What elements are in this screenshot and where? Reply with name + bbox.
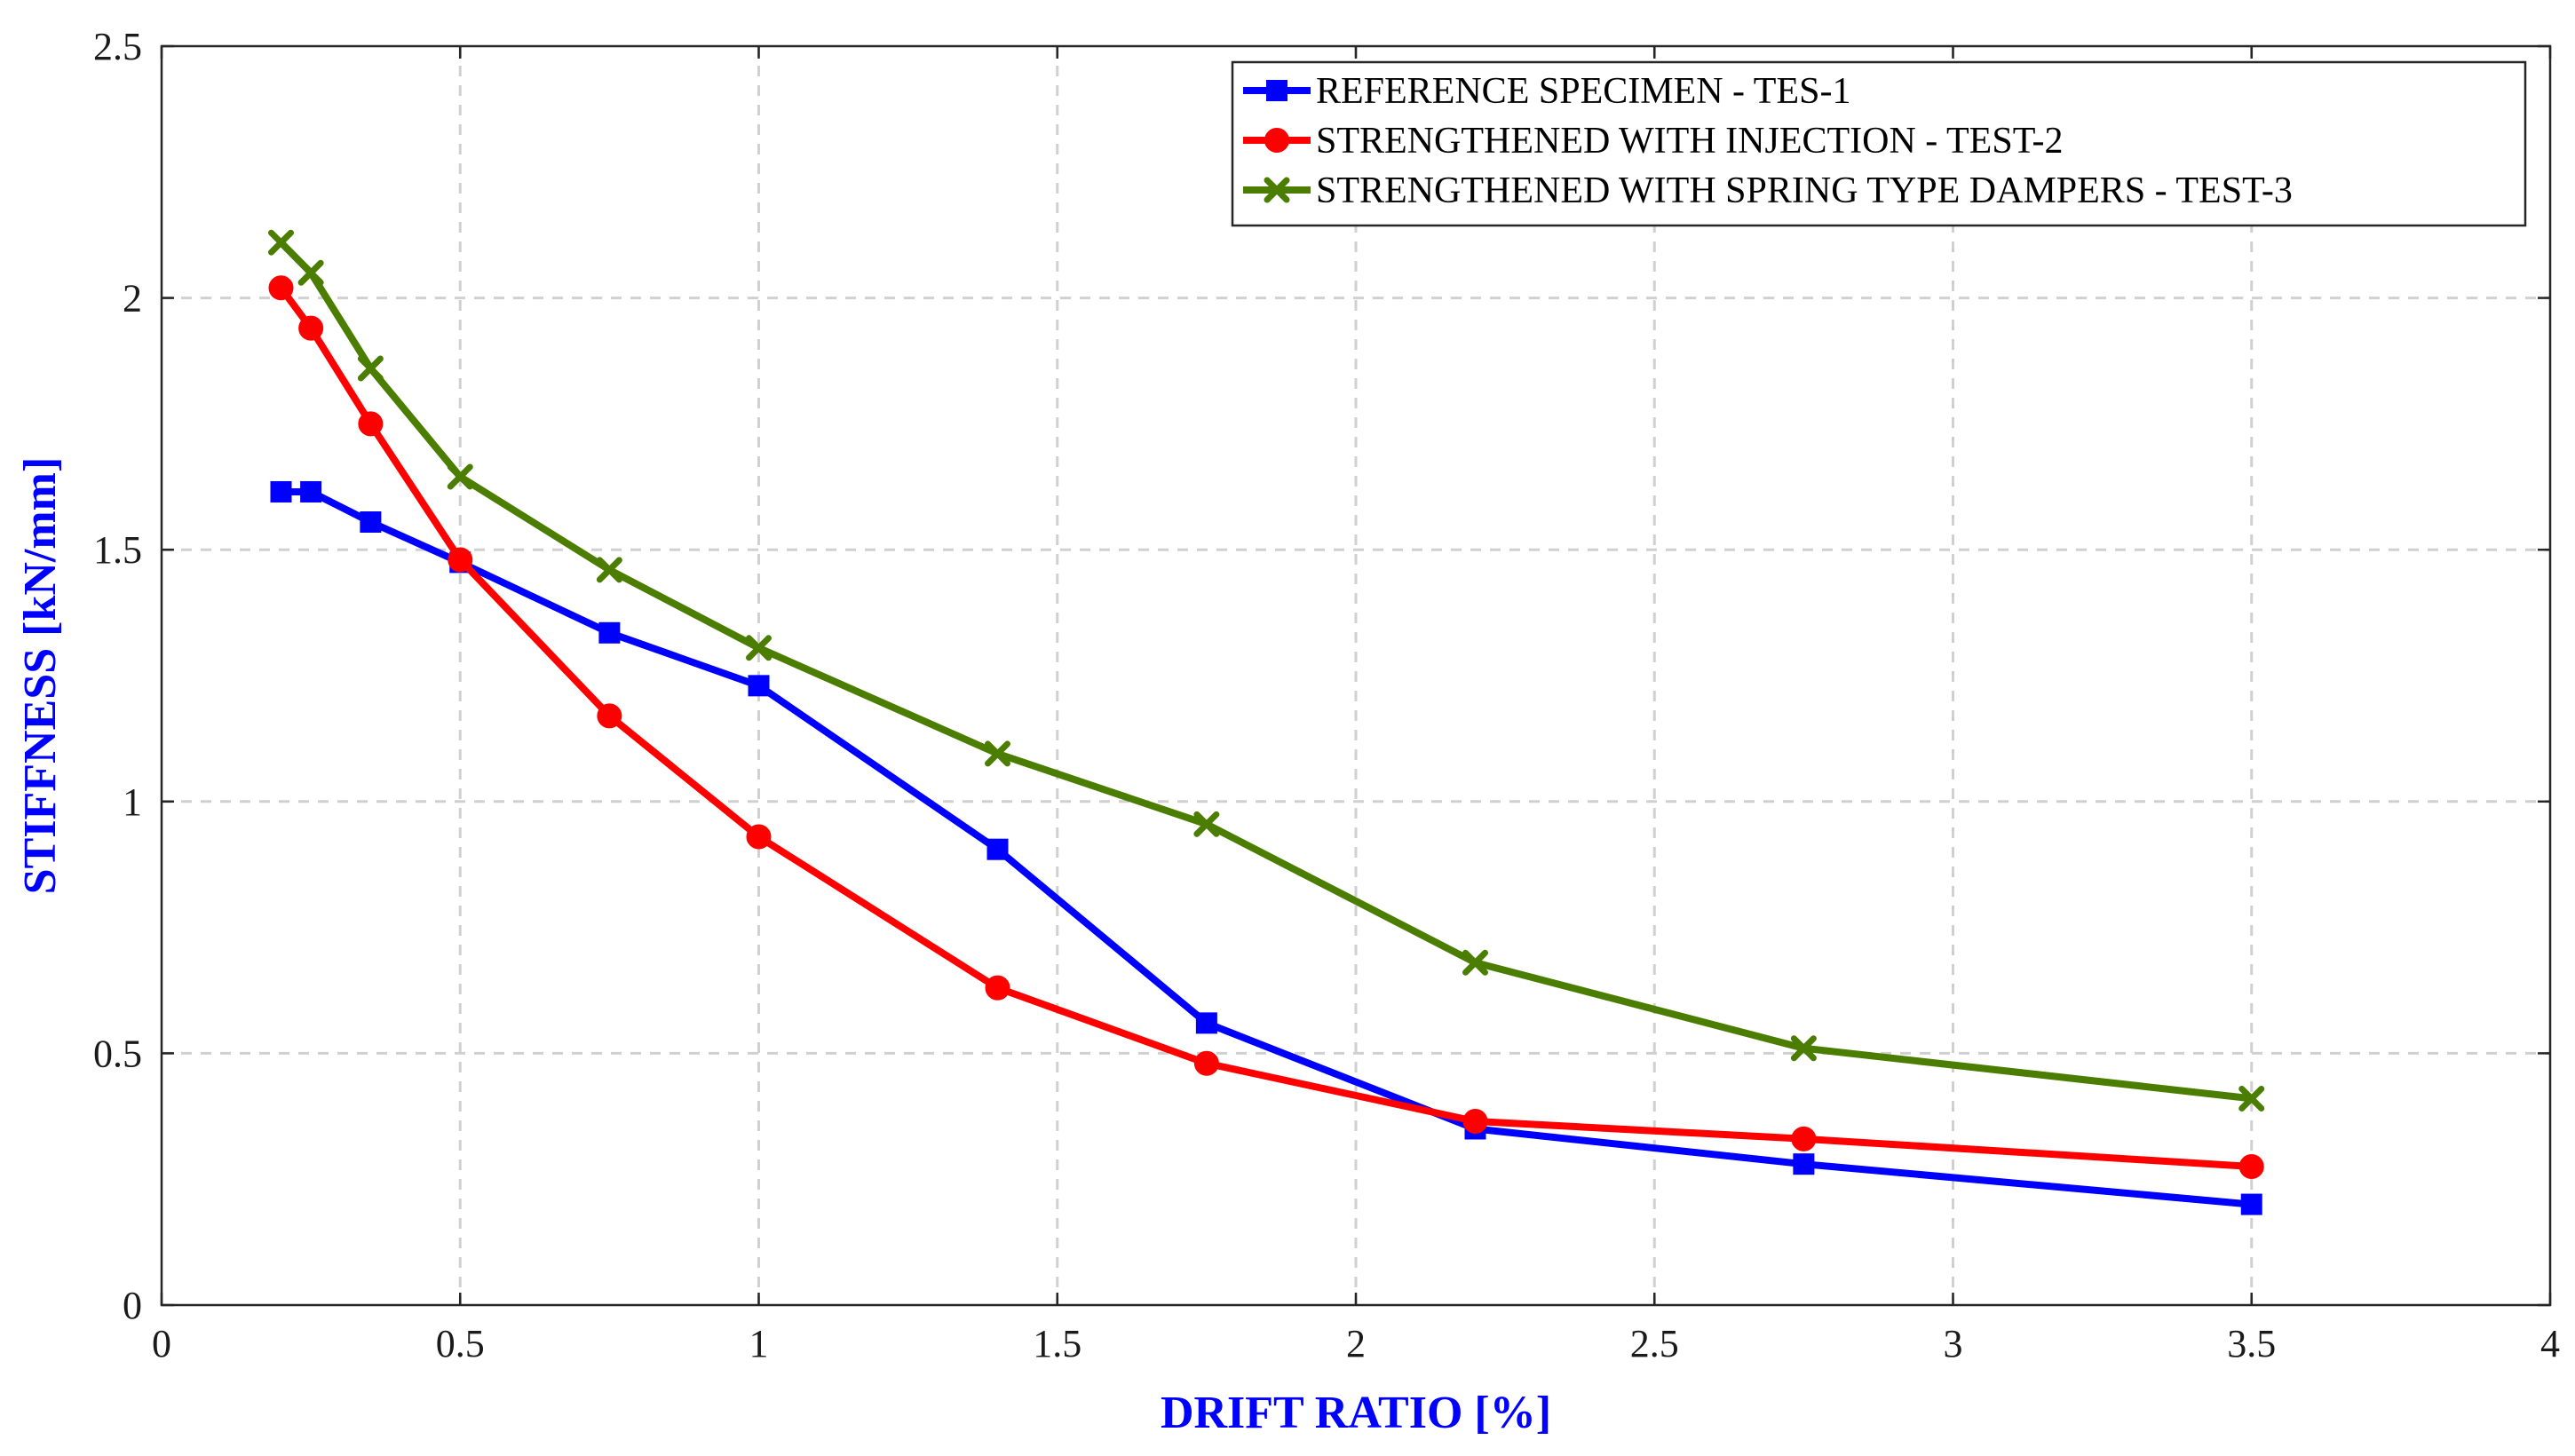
series-3-point	[447, 463, 473, 490]
y-tick-label: 2.5	[93, 25, 142, 68]
legend-marker-2	[1264, 128, 1289, 153]
series-2-point	[268, 275, 294, 301]
series-2-point	[298, 315, 324, 341]
series-1-point	[1195, 1012, 1217, 1034]
y-tick-label: 0	[123, 1284, 142, 1327]
series-2-point	[2238, 1154, 2264, 1180]
series-3-point	[1193, 811, 1220, 837]
series-3	[268, 229, 2265, 1112]
series-2-point	[746, 824, 772, 850]
x-tick-label: 3.5	[2227, 1322, 2276, 1365]
series-2-point	[1791, 1126, 1817, 1151]
series-3-point	[2238, 1085, 2265, 1112]
series-2	[268, 275, 2264, 1180]
legend-label-3: STRENGTHENED WITH SPRING TYPE DAMPERS - …	[1316, 170, 2293, 211]
series-2-point	[1193, 1050, 1219, 1076]
x-axis-title: DRIFT RATIO [%]	[1161, 1388, 1551, 1438]
series-2-point	[985, 975, 1010, 1001]
legend-box	[1231, 60, 2527, 227]
x-tick-label: 1.5	[1033, 1322, 1082, 1365]
series-3-point	[1462, 949, 1488, 976]
series-1-point	[270, 480, 292, 502]
x-tick-label: 4	[2540, 1322, 2560, 1365]
series-3-point	[596, 557, 622, 583]
x-tick-label: 1	[749, 1322, 769, 1365]
series-2-point	[448, 547, 473, 573]
legend-label-1: REFERENCE SPECIMEN - TES-1	[1316, 71, 1850, 112]
series-3-point	[357, 355, 384, 382]
y-axis-title: STIFFNESS [kN/mm]	[15, 457, 66, 895]
x-tick-label: 2.5	[1630, 1322, 1679, 1365]
series-3-point	[297, 259, 324, 286]
series-1-point	[300, 480, 322, 502]
series-3-point	[985, 740, 1010, 767]
y-tick-label: 2	[123, 277, 142, 320]
series-1-point	[598, 621, 621, 644]
x-tick-label: 3	[1944, 1322, 1963, 1365]
legend: REFERENCE SPECIMEN - TES-1 STRENGTHENED W…	[1231, 60, 2527, 227]
y-tick-label: 1	[123, 780, 142, 824]
series-1-point	[1793, 1153, 1815, 1175]
legend-label-2: STRENGTHENED WITH INJECTION - TEST-2	[1316, 121, 2063, 162]
series-3-point	[268, 229, 294, 256]
series-1-point	[2240, 1193, 2262, 1215]
axis-ticks: 0 0.5 1 1.5 2 2.5 3 3.5 4 0 0.5 1 1.5 2 2.5	[93, 25, 2560, 1365]
x-tick-label: 0.5	[436, 1322, 485, 1365]
series-2-point	[1462, 1108, 1488, 1134]
y-tick-label: 0.5	[93, 1032, 142, 1075]
y-tick-label: 1.5	[93, 528, 142, 572]
series-1-point	[360, 511, 382, 534]
series-3-point	[1790, 1035, 1817, 1062]
x-tick-label: 0	[152, 1322, 171, 1365]
x-tick-label: 2	[1346, 1322, 1366, 1365]
series-1-point	[748, 675, 770, 697]
series-1-point	[986, 838, 1009, 860]
series-layer	[268, 229, 2265, 1215]
legend-marker-1	[1266, 80, 1288, 101]
series-2-point	[358, 411, 384, 437]
series-2-point	[597, 703, 622, 729]
legend-marker-3	[1264, 177, 1290, 203]
series-3-point	[746, 635, 772, 661]
